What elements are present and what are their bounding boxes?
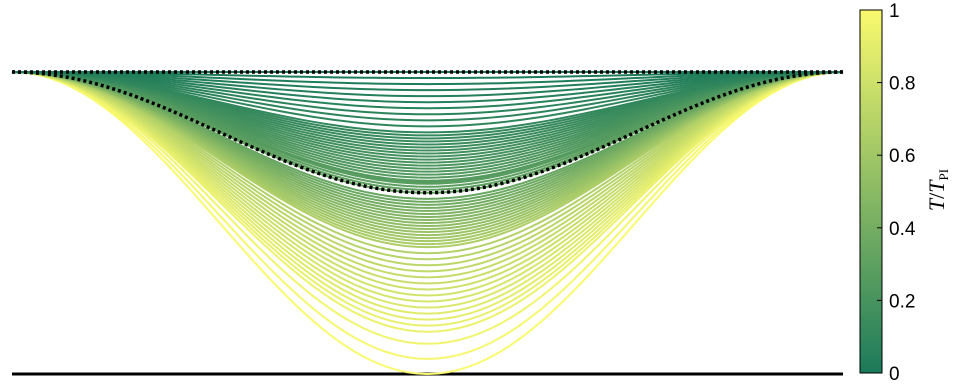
plot-area <box>11 70 844 376</box>
colorbar-label: T/TPI <box>924 169 951 211</box>
series-curve <box>11 71 844 291</box>
series-curve <box>11 71 844 98</box>
series-curve <box>11 71 844 273</box>
colorbar-tick-label: 0.8 <box>889 74 915 95</box>
series-curve <box>11 71 844 321</box>
series-curve <box>11 71 844 333</box>
series-curve <box>11 71 844 267</box>
colorbar-gradient <box>859 9 883 374</box>
series-curve <box>11 71 844 303</box>
series-curve <box>11 71 844 327</box>
series-curve <box>11 71 844 360</box>
series-curve <box>11 71 844 122</box>
series-curve <box>11 71 844 345</box>
series-curve <box>11 71 844 255</box>
colorbar-tick-label: 1 <box>889 1 900 22</box>
colorbar-ticks: 0 0.2 0.4 0.6 0.8 1 <box>877 1 916 385</box>
colorbar: 0 0.2 0.4 0.6 0.8 1 T/TPI <box>859 1 951 385</box>
series-curve <box>11 71 844 279</box>
series-curve <box>11 71 844 261</box>
series-curve <box>11 71 844 104</box>
series-curve <box>11 71 844 297</box>
series-curve <box>11 71 844 200</box>
series-curve <box>11 71 844 116</box>
colorbar-tick-label: 0.2 <box>889 291 915 312</box>
series-curve <box>11 71 844 110</box>
series-curve <box>11 71 844 128</box>
series-curve <box>11 71 844 309</box>
series-curve <box>11 71 844 92</box>
colorbar-tick-label: 0.4 <box>889 219 916 240</box>
series-curve <box>11 71 844 86</box>
series-curve <box>11 71 844 134</box>
series-curve <box>11 71 844 285</box>
series-curve <box>11 71 844 315</box>
colorbar-tick-label: 0 <box>889 364 900 385</box>
series-curve <box>11 71 844 376</box>
colorbar-tick-label: 0.6 <box>889 146 915 167</box>
